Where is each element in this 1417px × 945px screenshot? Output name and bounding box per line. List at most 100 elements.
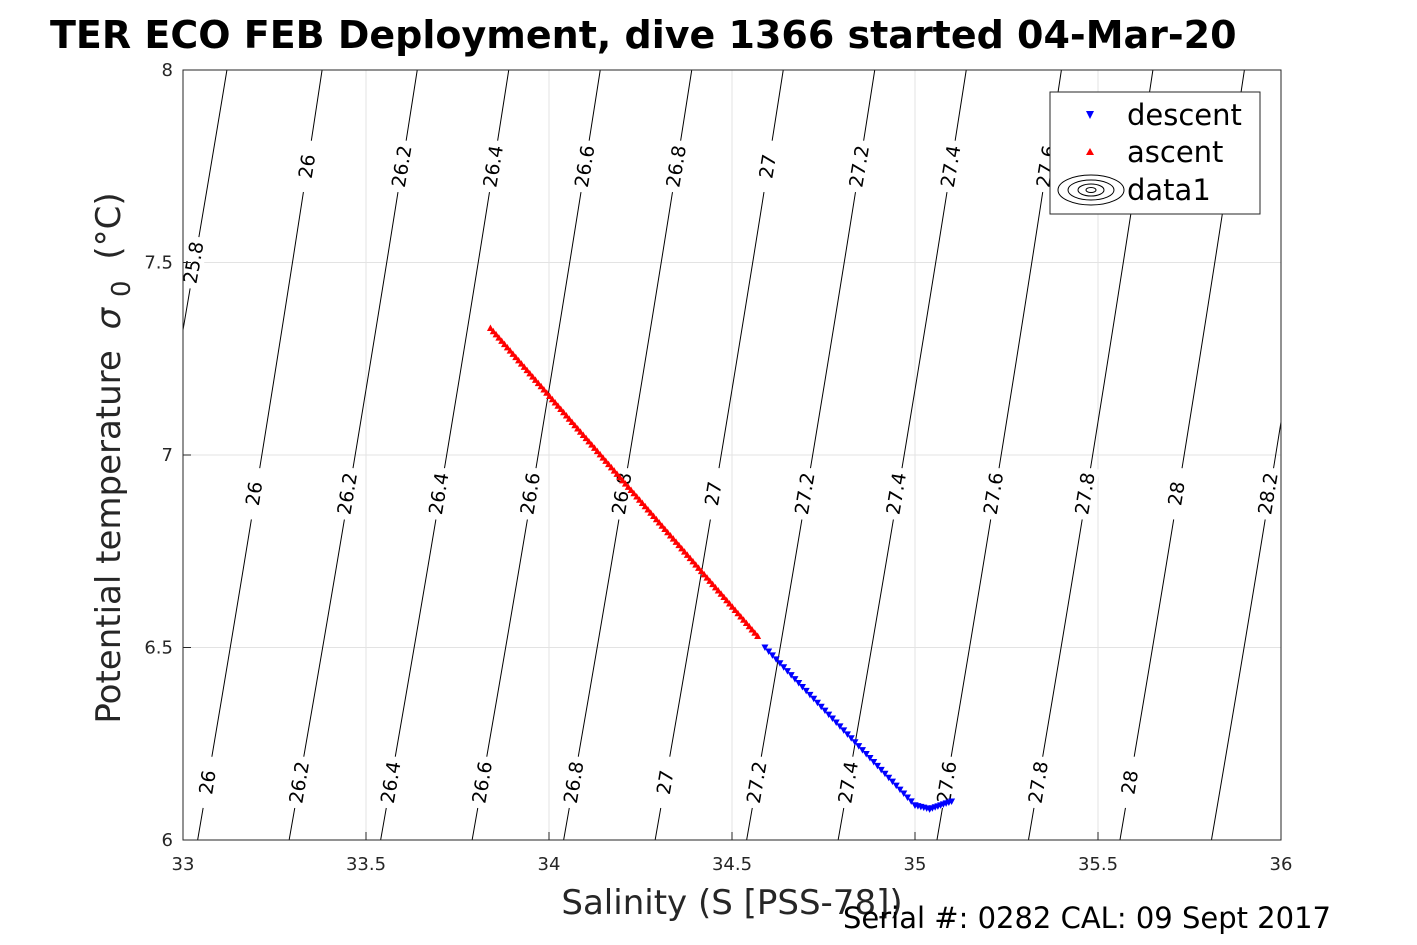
density-contour-label-text: 28 [1117,769,1143,796]
density-contour-labels: 26 26.2 26.4 26.6 26.8 27 27.2 27.4 27.625.826 26… [177,138,1283,810]
ascent-marker [602,457,610,464]
density-contour-label-gap [558,754,589,810]
density-contour-line [183,70,228,333]
ascent-marker [551,399,559,406]
legend-marker-ascent [1086,148,1094,155]
descent-marker [903,794,911,801]
density-contour-label-text: 27 [755,153,781,180]
ascent-marker [633,493,641,500]
ascent-marker [737,612,745,620]
serial-cal-footer: Serial #: 0282 CAL: 09 Sept 2017 [843,901,1331,935]
descent-marker [855,743,863,750]
ascent-marker [599,454,607,461]
y-axis-label-text: Potential temperature [89,350,129,723]
ascent-marker [714,587,722,594]
ascent-marker [641,502,649,510]
ascent-marker [590,444,598,451]
descent-marker [873,762,881,770]
density-contour-line [1210,418,1281,840]
descent-marker [780,664,788,671]
ascent-marker [666,531,674,539]
density-contour-label-text: 26 [195,769,221,796]
axis-ticks: 33 33.5 34 34.5 35 35.5 36 6 6.5 7 7.5 8 [144,60,1292,875]
ascent-marker [635,496,643,503]
ascent-marker [683,551,691,558]
y-axis-label-symbol: σ [89,306,129,329]
ascent-marker [748,625,756,633]
density-contour-label: 26.8 [660,138,691,194]
ascent-marker [627,486,635,494]
descent-marker [948,798,956,805]
density-contour-label: 27.6 [931,754,962,810]
descent-marker [783,668,791,675]
descent-marker [888,778,896,786]
density-contour-label-gap [606,466,637,521]
descent-marker [825,711,833,719]
density-contour-label-gap [935,138,966,194]
ascent-marker [593,447,601,455]
density-contour-label-gap [331,466,362,521]
ascent-marker [740,616,748,623]
density-contour-label-gap [752,138,783,194]
ascent-marker [531,376,539,383]
descent-marker [832,719,840,726]
ascent-marker [554,402,562,409]
ascent-marker [728,603,736,610]
density-contour-label: 26 [191,754,222,810]
ascent-marker [661,525,669,532]
descent-marker [877,766,885,774]
density-contour-label-gap [832,754,863,810]
x-tick-label: 33.5 [346,854,386,875]
density-contour-label-gap [843,138,874,194]
descent-marker [802,687,810,695]
ascent-marker [571,421,579,429]
ascent-marker [751,629,759,636]
density-contour-label: 26.2 [386,138,417,194]
ascent-marker [647,509,655,516]
ascent-marker [565,415,573,422]
legend-label-ascent: ascent [1127,135,1223,169]
x-tick-label: 35.5 [1078,854,1118,875]
ascent-marker [526,369,534,377]
density-contour-label-gap [466,754,497,810]
y-axis-label-unit: (°C) [89,192,129,259]
ascent-marker [607,463,615,471]
density-contour-label-gap [977,466,1008,521]
density-contour-label: 28 [1114,754,1145,810]
y-tick-label: 7.5 [144,253,173,274]
legend: descent ascent data1 [1049,91,1261,215]
ascent-marker [520,363,528,370]
ascent-marker [495,334,503,341]
ascent-marker [576,428,584,435]
density-contour-label: 26.6 [466,754,497,810]
ascent-marker [537,382,545,390]
ascent-marker [557,405,565,413]
density-contour-label: 26 [238,466,269,521]
density-contour-label-gap [741,754,772,810]
descent-marker [791,676,799,683]
legend-label-contour: data1 [1127,173,1211,207]
density-contour-label: 28 [1160,466,1191,521]
descent-marker [828,715,836,723]
density-contour-label-gap [386,138,417,194]
ascent-marker [574,424,582,432]
y-axis-label: Potential temperature σ 0 (°C) [89,192,139,723]
descent-marker [798,683,806,691]
density-contour-label-gap [283,754,314,810]
density-contour-label-gap [375,754,406,810]
ascent-marker [546,392,554,400]
y-axis-label-subscript: 0 [107,280,137,297]
ascent-marker [734,609,742,617]
descent-marker [862,751,870,758]
ascent-marker [562,411,570,419]
descent-marker [907,798,915,805]
ascent-marker [517,360,525,367]
density-contour-label-gap [880,466,911,521]
ascent-marker [506,347,514,354]
ascent-marker [529,373,537,380]
ascent-marker [723,596,731,604]
ascent-marker [678,544,686,552]
ascent-marker [664,528,672,536]
legend-label-descent: descent [1127,98,1242,132]
